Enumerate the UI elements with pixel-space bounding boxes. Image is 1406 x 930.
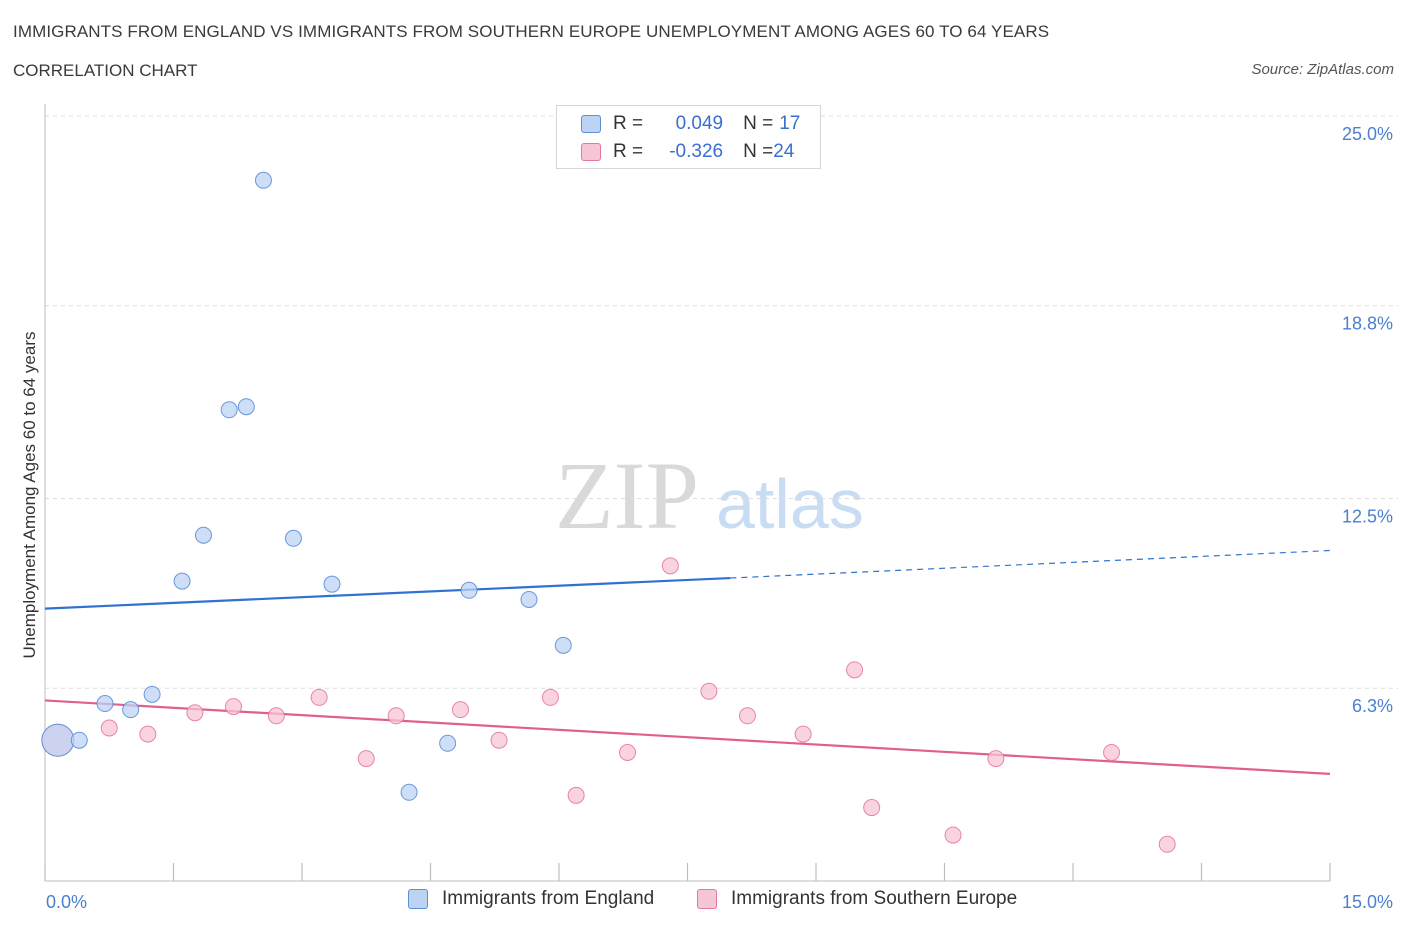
y-tick-label: 12.5% bbox=[1342, 507, 1393, 527]
point-england bbox=[554, 636, 572, 654]
y-tick-label: 18.8% bbox=[1342, 314, 1393, 334]
point-southern-europe bbox=[100, 719, 118, 737]
trendline-southern-europe bbox=[44, 699, 1331, 775]
point-southern-europe bbox=[738, 707, 756, 725]
legend-n-value: 17 bbox=[779, 113, 801, 134]
point-southern-europe bbox=[387, 707, 405, 725]
point-southern-europe bbox=[1103, 743, 1121, 761]
legend-n-value: 24 bbox=[773, 141, 795, 162]
chart-subtitle: CORRELATION CHART bbox=[13, 61, 198, 80]
legend-swatch-england bbox=[581, 115, 601, 133]
point-england bbox=[400, 783, 418, 801]
point-england bbox=[520, 590, 538, 608]
point-england bbox=[439, 734, 457, 752]
legend-r-value: -0.326 bbox=[669, 141, 724, 162]
x-tick-label: 0.0% bbox=[46, 892, 87, 912]
series-swatch-southern-europe bbox=[697, 889, 717, 909]
watermark-atlas: atlas bbox=[716, 465, 864, 543]
point-southern-europe bbox=[619, 743, 637, 761]
tick-labels: 25.0% 18.8% 12.5% 6.3% 0.0% 15.0% bbox=[46, 124, 1393, 912]
data-points bbox=[41, 171, 1176, 853]
watermark: ZIP atlas bbox=[555, 442, 864, 549]
point-southern-europe bbox=[139, 725, 157, 743]
axes bbox=[44, 104, 1331, 882]
series-legend-england[interactable]: Immigrants from England bbox=[408, 888, 654, 910]
point-england bbox=[122, 701, 140, 719]
point-southern-europe bbox=[987, 750, 1005, 768]
y-tick-label: 6.3% bbox=[1352, 696, 1393, 716]
point-england bbox=[143, 685, 161, 703]
point-southern-europe bbox=[700, 682, 718, 700]
point-southern-europe bbox=[944, 826, 962, 844]
series-label-england: Immigrants from England bbox=[442, 888, 655, 909]
point-southern-europe bbox=[661, 557, 679, 575]
point-england bbox=[173, 572, 191, 590]
point-england bbox=[254, 171, 272, 189]
legend-n-label: N = bbox=[743, 113, 774, 134]
legend-r-label: R = bbox=[613, 141, 644, 162]
series-legend: Immigrants from England Immigrants from … bbox=[0, 888, 1406, 918]
legend-swatch-southern-europe bbox=[581, 143, 601, 161]
watermark-zip: ZIP bbox=[555, 442, 699, 549]
point-england bbox=[194, 526, 212, 544]
point-southern-europe bbox=[846, 661, 864, 679]
legend-r-value: 0.049 bbox=[675, 113, 724, 134]
point-southern-europe bbox=[186, 704, 204, 722]
point-southern-europe bbox=[267, 707, 285, 725]
point-england bbox=[323, 575, 341, 593]
chart-title: IMMIGRANTS FROM ENGLAND VS IMMIGRANTS FR… bbox=[13, 22, 1050, 41]
point-southern-europe bbox=[541, 688, 559, 706]
series-legend-southern-europe[interactable]: Immigrants from Southern Europe bbox=[697, 888, 1017, 910]
legend-row-southern-europe: R = -0.326 N = 24 bbox=[581, 139, 794, 165]
series-label-southern-europe: Immigrants from Southern Europe bbox=[731, 888, 1018, 909]
point-england bbox=[96, 695, 114, 713]
y-tick-label: 25.0% bbox=[1342, 124, 1393, 144]
point-southern-europe bbox=[451, 701, 469, 719]
point-england bbox=[70, 731, 88, 749]
point-england bbox=[237, 398, 255, 416]
legend-n-label: N = bbox=[743, 141, 774, 162]
point-england bbox=[220, 401, 238, 419]
source-label: Source: ZipAtlas.com bbox=[1251, 61, 1394, 78]
point-england bbox=[460, 581, 478, 599]
trendline-england bbox=[44, 576, 731, 610]
point-southern-europe bbox=[490, 731, 508, 749]
legend-row-england: R = 0.049 N = 17 bbox=[581, 111, 800, 137]
point-southern-europe bbox=[794, 725, 812, 743]
point-england bbox=[284, 529, 302, 547]
legend-r-label: R = bbox=[613, 113, 644, 134]
correlation-legend: R = 0.049 N = 17 R = -0.326 N = 24 bbox=[556, 105, 821, 169]
trendlines bbox=[44, 549, 1331, 775]
point-southern-europe bbox=[310, 688, 328, 706]
point-southern-europe bbox=[863, 799, 881, 817]
point-southern-europe bbox=[357, 750, 375, 768]
x-tick-label: 15.0% bbox=[1342, 892, 1393, 912]
point-southern-europe bbox=[1158, 835, 1176, 853]
point-england bbox=[41, 723, 75, 757]
gridlines bbox=[45, 115, 1398, 689]
point-southern-europe bbox=[224, 698, 242, 716]
series-swatch-england bbox=[408, 889, 428, 909]
point-southern-europe bbox=[567, 786, 585, 804]
trendline-england-extension bbox=[730, 549, 1331, 579]
